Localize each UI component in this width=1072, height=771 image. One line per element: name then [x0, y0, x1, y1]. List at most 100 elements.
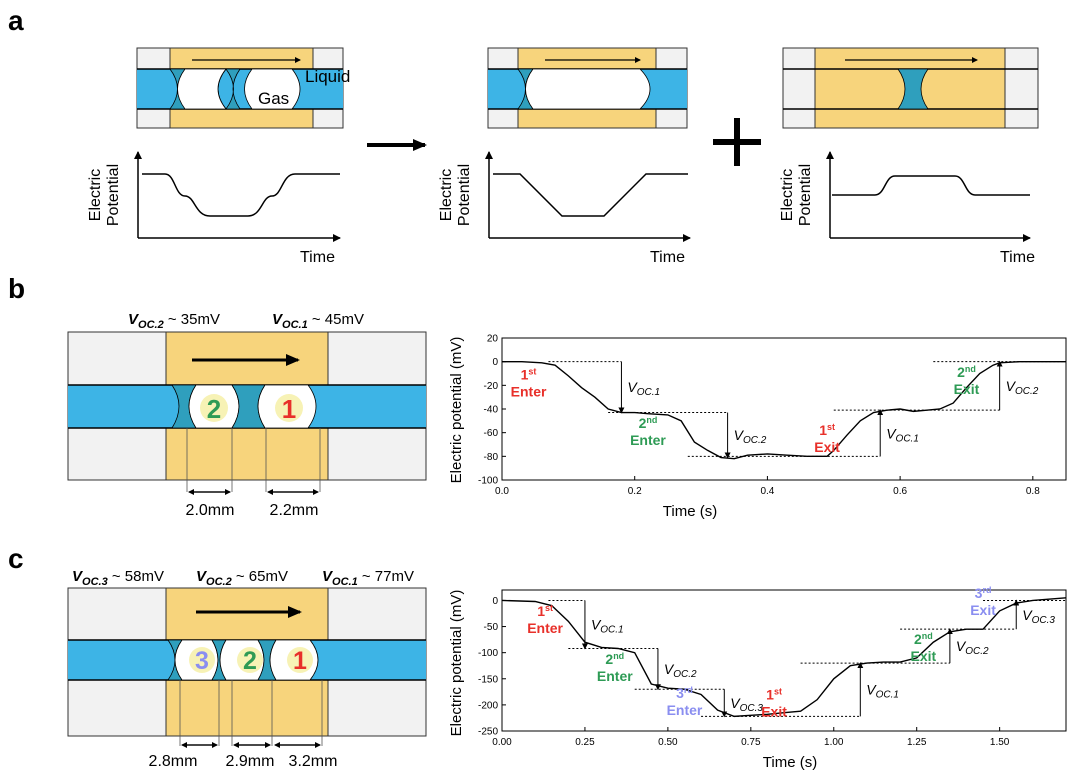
- b-slug-2: 2: [207, 394, 221, 424]
- event-label: Exit: [761, 704, 787, 720]
- series-line: [502, 360, 1066, 460]
- voc-arrow-label: VOC.1: [886, 425, 919, 444]
- panel-a-plot-1: [134, 151, 341, 242]
- a1-ylabel-1: Electric: [87, 169, 104, 221]
- voc-arrow-label: VOC.2: [1006, 378, 1039, 397]
- event-number: 3rd: [676, 685, 693, 701]
- a2-xlabel: Time: [650, 249, 685, 266]
- event-label: Exit: [970, 602, 996, 618]
- y-tick-label: -80: [484, 452, 499, 463]
- y-tick-label: 0: [492, 596, 498, 607]
- b-dim-right: 2.2mm: [270, 502, 319, 519]
- y-tick-label: 20: [487, 334, 499, 345]
- panel-a-channel-1: [136, 47, 344, 129]
- b-chart-xlabel: Time (s): [663, 503, 717, 520]
- event-number: 3rd: [975, 585, 992, 601]
- panel-b-label: b: [8, 273, 25, 304]
- plot-frame: [501, 337, 1067, 481]
- a2-ylabel-2: Potential: [456, 164, 473, 226]
- b-slug-1: 1: [282, 394, 296, 424]
- panel-a-plot-3: [826, 151, 1031, 242]
- event-number: 2nd: [957, 364, 976, 380]
- event-label: Exit: [814, 439, 840, 455]
- event-label: Enter: [511, 383, 547, 399]
- voc-arrow-label: VOC.2: [956, 638, 989, 657]
- x-tick-label: 0.4: [760, 486, 774, 497]
- a3-xlabel: Time: [1000, 249, 1035, 266]
- voc-arrow-label: VOC.2: [734, 427, 767, 446]
- c-slug-2: 2: [243, 647, 257, 675]
- a1-xlabel: Time: [300, 249, 335, 266]
- x-tick-label: 1.50: [990, 737, 1010, 748]
- panel-b-channel: [67, 331, 427, 495]
- y-tick-label: -20: [484, 381, 499, 392]
- c-chart-ylabel: Electric potential (mV): [448, 590, 465, 737]
- plot-frame: [501, 589, 1067, 732]
- plus-sign: [713, 118, 761, 166]
- voc-arrow-label: VOC.1: [591, 616, 624, 635]
- panel-a-label: a: [8, 5, 24, 36]
- event-number: 2nd: [639, 415, 658, 431]
- b-voc2-label: VOC.2 ~ 35mV: [128, 311, 220, 331]
- a3-ylabel-1: Electric: [779, 169, 796, 221]
- voc-arrow-label: VOC.1: [866, 682, 899, 701]
- c-voc3-label: VOC.3 ~ 58mV: [72, 568, 164, 588]
- y-tick-label: -100: [478, 648, 498, 659]
- a1-ylabel-2: Potential: [105, 164, 122, 226]
- gas-label: Gas: [258, 89, 289, 108]
- panel-a-plot-2: [485, 151, 691, 242]
- panel-c-channel: [67, 587, 427, 748]
- c-slug-3: 3: [195, 647, 209, 675]
- c-chart-xlabel: Time (s): [763, 754, 817, 771]
- x-tick-label: 0.2: [628, 486, 642, 497]
- x-tick-label: 0.6: [893, 486, 907, 497]
- c-slug-1: 1: [293, 647, 307, 675]
- c-voc1-label: VOC.1 ~ 77mV: [322, 568, 414, 588]
- event-number: 1st: [819, 422, 835, 438]
- panel-c-chart: 0.00 0.25 0.50 0.75 1.00 1.25 1.50 0 -50 -100 -150…: [478, 585, 1067, 748]
- panel-c-label: c: [8, 543, 24, 574]
- event-label: Enter: [630, 432, 666, 448]
- voc-arrow-label: VOC.3: [730, 695, 763, 714]
- a3-ylabel-2: Potential: [797, 164, 814, 226]
- liquid-label: Liquid: [305, 67, 350, 86]
- event-label: Enter: [667, 702, 703, 718]
- panel-a-channel-3: [782, 47, 1039, 129]
- event-number: 1st: [521, 366, 537, 382]
- event-number: 2nd: [914, 631, 933, 647]
- voc-arrow-label: VOC.1: [627, 379, 660, 398]
- x-tick-label: 0.25: [575, 737, 595, 748]
- y-tick-label: -50: [484, 622, 499, 633]
- voc-arrow-label: VOC.3: [1022, 607, 1055, 626]
- series-line: [501, 597, 1067, 718]
- event-number: 2nd: [605, 651, 624, 667]
- x-tick-label: 0.00: [492, 737, 512, 748]
- b-voc1-label: VOC.1 ~ 45mV: [272, 311, 364, 331]
- a2-ylabel-1: Electric: [438, 169, 455, 221]
- y-tick-label: -100: [478, 476, 498, 487]
- y-tick-label: -40: [484, 405, 499, 416]
- panel-b-chart: 0.0 0.2 0.4 0.6 0.8 20 0 -20 -40 -60 -80 -100 VOC.1 V…: [478, 334, 1067, 497]
- b-dim-left: 2.0mm: [186, 502, 235, 519]
- voc-arrow-label: VOC.2: [664, 661, 697, 680]
- event-label: Enter: [527, 620, 563, 636]
- event-label: Exit: [954, 381, 980, 397]
- c-dim-left: 2.8mm: [149, 753, 198, 770]
- x-tick-label: 0.75: [741, 737, 761, 748]
- c-dim-right: 3.2mm: [289, 753, 338, 770]
- x-tick-label: 1.00: [824, 737, 844, 748]
- event-number: 1st: [537, 603, 553, 619]
- event-label: Enter: [597, 668, 633, 684]
- y-tick-label: -60: [484, 428, 499, 439]
- y-tick-label: -200: [478, 700, 498, 711]
- x-tick-label: 1.25: [907, 737, 927, 748]
- c-dim-mid: 2.9mm: [226, 753, 275, 770]
- panel-a-channel-2: [487, 47, 688, 129]
- y-tick-label: -150: [478, 674, 498, 685]
- y-tick-label: -250: [478, 727, 498, 738]
- event-number: 1st: [766, 687, 782, 703]
- x-tick-label: 0.0: [495, 486, 509, 497]
- x-tick-label: 0.50: [658, 737, 678, 748]
- y-tick-label: 0: [492, 357, 498, 368]
